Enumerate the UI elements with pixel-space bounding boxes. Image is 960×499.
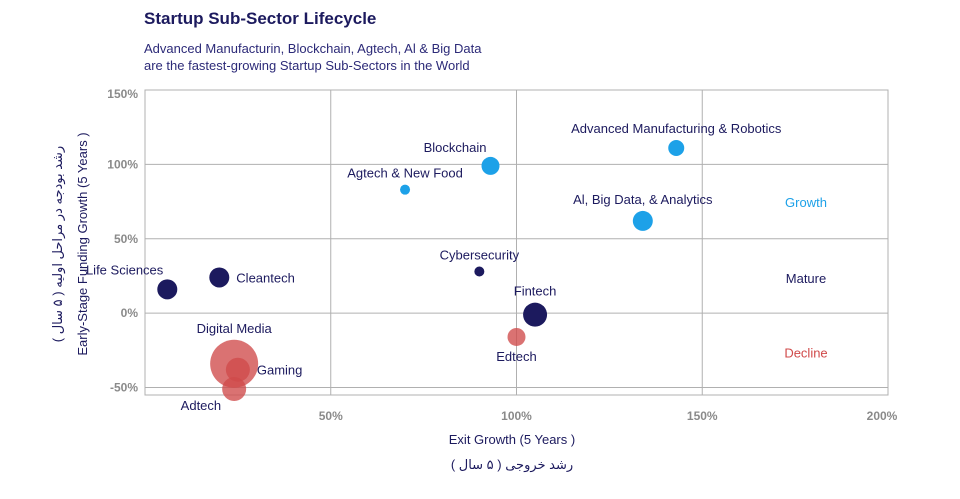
point-edtech [507, 327, 526, 346]
point-label: Blockchain [424, 140, 487, 155]
point-label: Adtech [181, 398, 221, 413]
stage-label-decline: Decline [784, 345, 827, 360]
point-label: Fintech [514, 284, 557, 299]
y-tick-label: 150% [107, 87, 138, 101]
stage-labels: Growth Mature Decline [784, 195, 827, 360]
point-gaming [225, 357, 250, 382]
chart-subtitle: Advanced Manufacturin, Blockchain, Agtec… [144, 40, 481, 74]
point-advanced-manufacturing-robotics [668, 140, 685, 157]
grid-lines [144, 89, 889, 396]
point-label: Agtech & New Food [347, 166, 463, 181]
x-tick-label: 150% [687, 409, 718, 423]
y-tick-label: 100% [107, 157, 138, 171]
stage-label-mature: Mature [786, 271, 826, 286]
point-label: Al, Big Data, & Analytics [573, 192, 713, 207]
x-tick-label: 100% [501, 409, 532, 423]
y-axis-title-fa: رشد بودجه در مراحل اولیه ( ۵ سال ) [50, 146, 66, 342]
y-tick-labels: 150% 100% 50% 0% -50% [107, 87, 138, 395]
x-tick-label: 200% [867, 409, 898, 423]
point-blockchain [481, 156, 500, 175]
subtitle-line-2: are the fastest-growing Startup Sub-Sect… [144, 58, 470, 73]
y-tick-label: -50% [110, 381, 138, 395]
point-label: Gaming [257, 363, 303, 378]
point-life-sciences [157, 279, 178, 300]
point-label: Cybersecurity [440, 248, 520, 263]
point-label: Digital Media [197, 321, 273, 336]
x-tick-label: 50% [319, 409, 343, 423]
subtitle-line-1: Advanced Manufacturin, Blockchain, Agtec… [144, 41, 482, 56]
point-fintech [523, 302, 548, 327]
data-points [157, 140, 685, 402]
point-cleantech [209, 267, 230, 288]
chart-title: Startup Sub-Sector Lifecycle [144, 9, 377, 28]
point-adtech [222, 377, 247, 402]
x-axis-title: Exit Growth (5 Years ) [449, 432, 575, 447]
point-label: Cleantech [236, 270, 295, 285]
x-axis-title-fa: رشد خروجی ( ۵ سال ) [451, 457, 573, 473]
point-cybersecurity [474, 266, 485, 277]
y-axis-title: Early-Stage Funding Growth (5 Years ) [75, 132, 90, 355]
point-al-big-data-analytics [632, 210, 653, 231]
point-label: Life Sciences [86, 262, 164, 277]
point-labels: Advanced Manufacturing & Robotics Blockch… [86, 121, 782, 413]
point-label: Advanced Manufacturing & Robotics [571, 121, 782, 136]
x-tick-labels: 50% 100% 150% 200% [319, 409, 898, 423]
point-label: Edtech [496, 349, 536, 364]
y-tick-label: 50% [114, 232, 138, 246]
point-agtech-new-food [400, 184, 411, 195]
stage-label-growth: Growth [785, 195, 827, 210]
y-tick-label: 0% [121, 306, 139, 320]
